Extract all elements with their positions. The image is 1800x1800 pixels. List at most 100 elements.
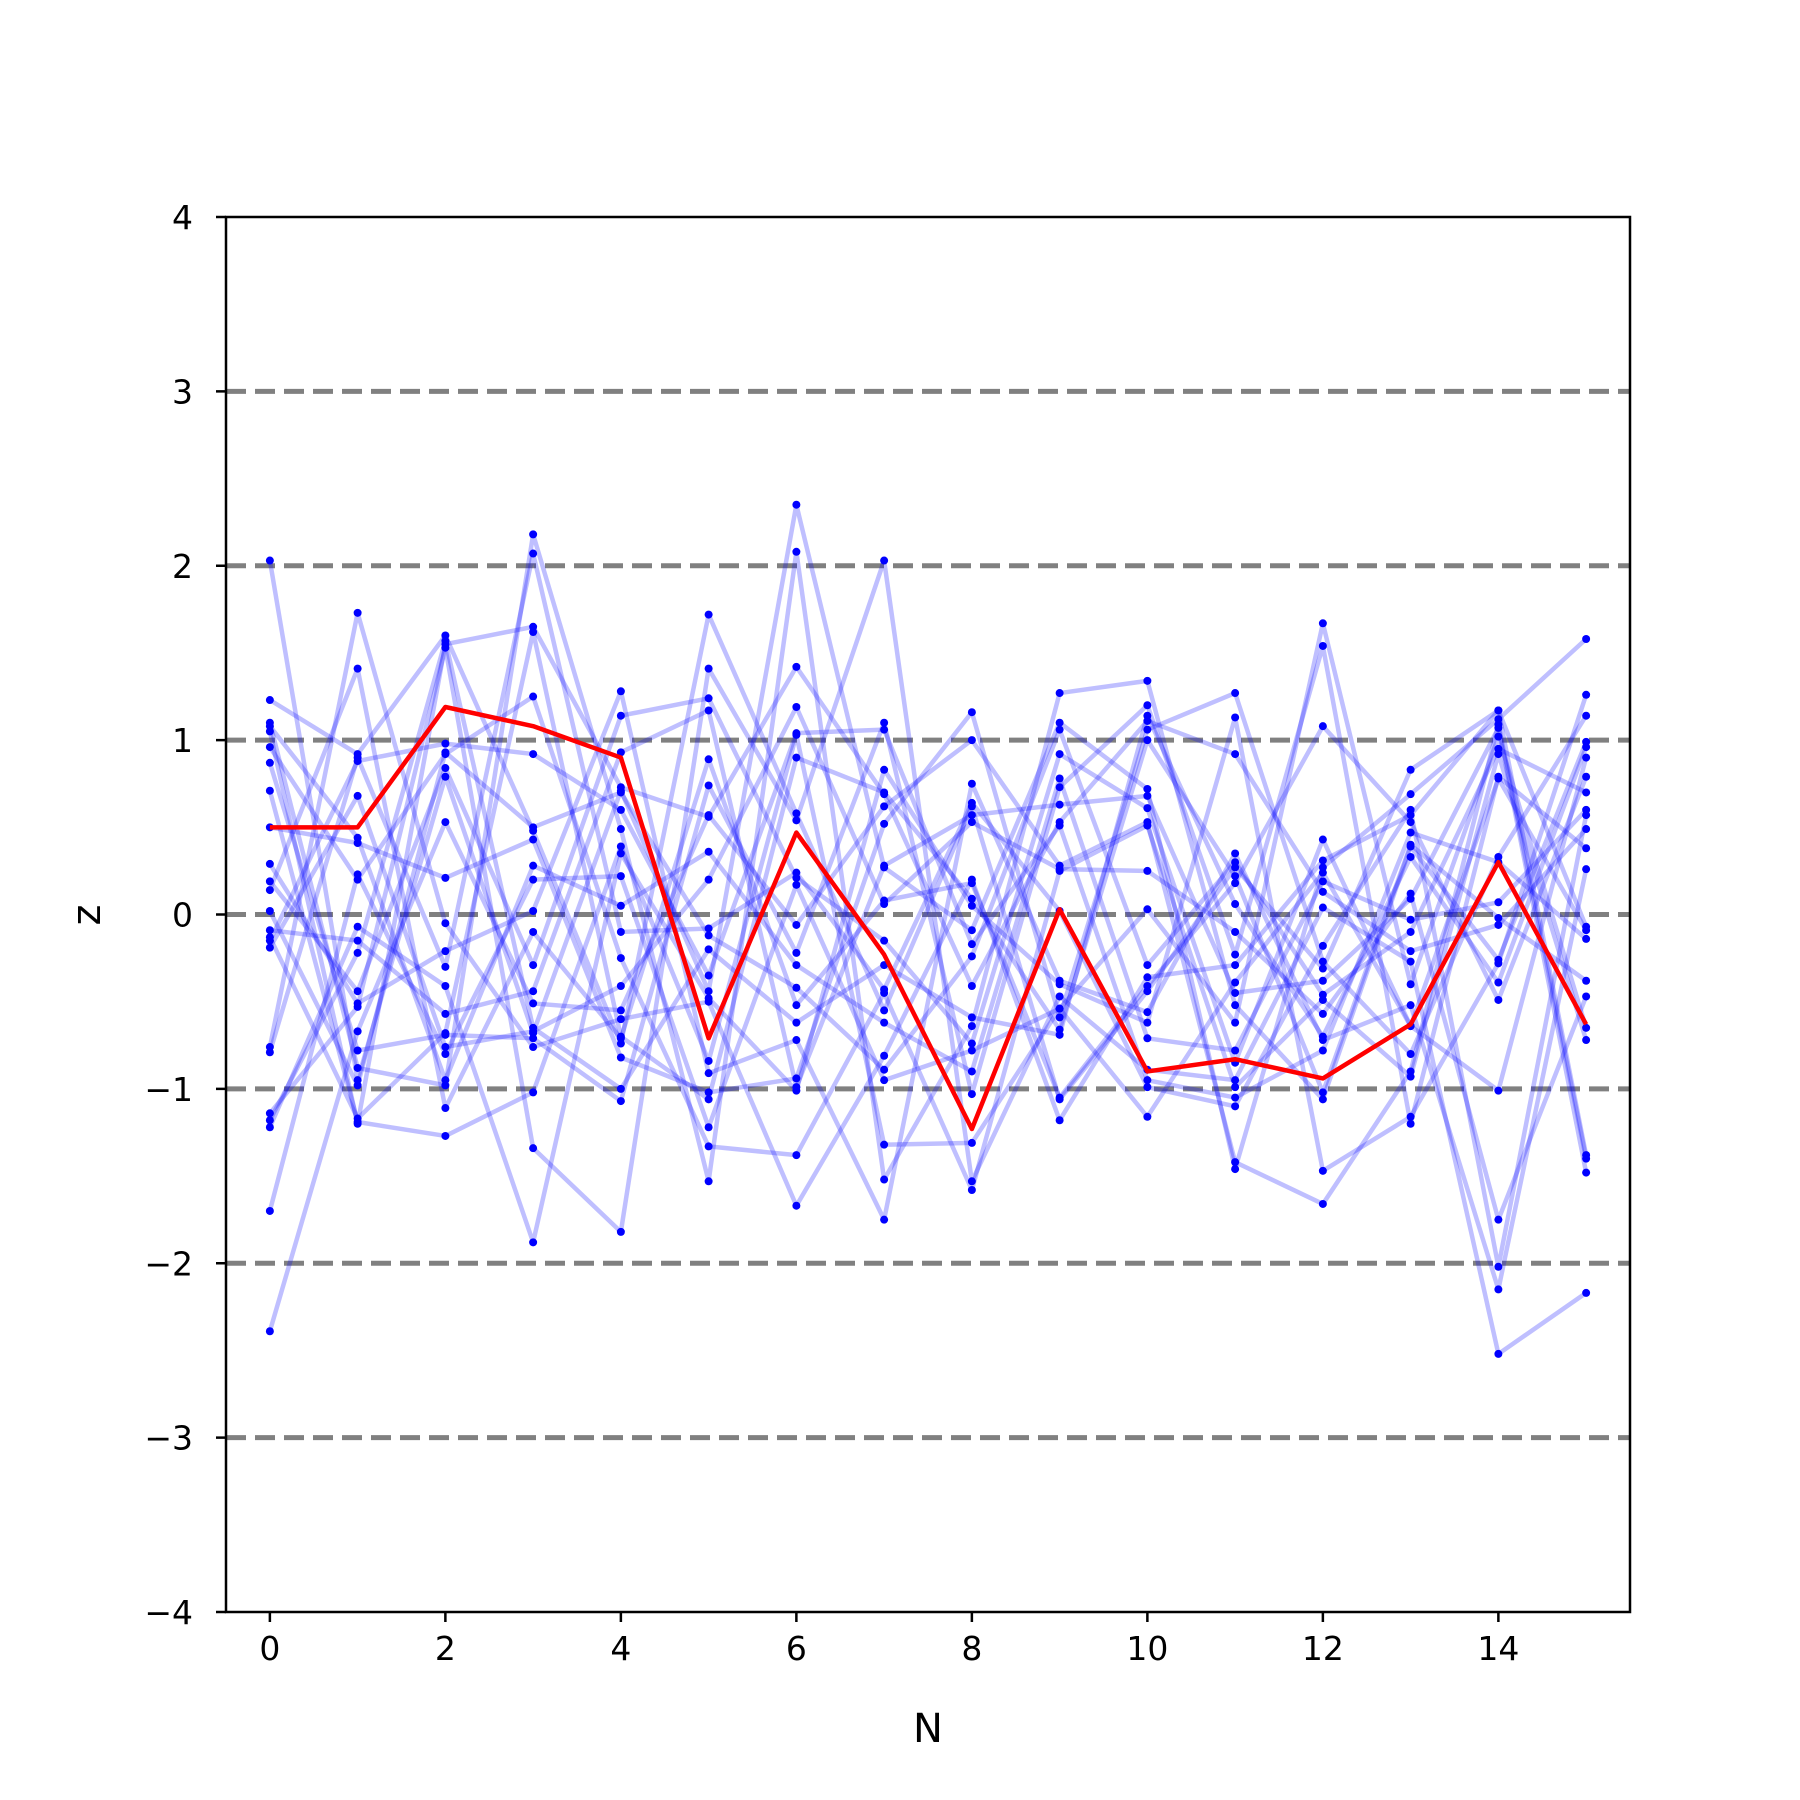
sample-point: [529, 927, 538, 936]
sample-point: [967, 875, 976, 884]
sample-point: [1143, 818, 1152, 827]
sample-point: [880, 1076, 889, 1085]
sample-point: [704, 811, 713, 820]
sample-point: [616, 849, 625, 858]
sample-point: [1406, 1067, 1415, 1076]
sample-point: [1055, 783, 1064, 792]
sample-point: [1055, 800, 1064, 809]
sample-point: [616, 954, 625, 963]
sample-point: [529, 1043, 538, 1052]
sample-point: [616, 748, 625, 757]
y-axis-ticks: −4 −3 −2 −1 0 1 2 3 4: [144, 198, 226, 1632]
sample-series-line: [267, 776, 1589, 1212]
sample-point: [1494, 920, 1503, 929]
sample-point: [441, 772, 450, 781]
sample-point: [1494, 706, 1503, 715]
sample-point: [1143, 736, 1152, 745]
x-tick-label: 6: [786, 1629, 807, 1668]
sample-point: [704, 694, 713, 703]
sample-series-line: [267, 638, 1589, 1122]
sample-point: [529, 987, 538, 996]
sample-point: [441, 748, 450, 757]
sample-series-line: [267, 694, 1589, 1245]
sample-point: [880, 718, 889, 727]
x-tick-label: 2: [435, 1629, 456, 1668]
sample-point: [529, 692, 538, 701]
plot-area: [224, 215, 1632, 1614]
sample-point: [1143, 1076, 1152, 1085]
y-tick-label: 4: [172, 198, 193, 237]
sample-point: [880, 900, 889, 909]
sample-point: [1143, 784, 1152, 793]
sample-point: [967, 779, 976, 788]
sample-point: [704, 1095, 713, 1104]
sample-point: [1231, 689, 1240, 698]
sample-point: [353, 1114, 362, 1123]
sample-point: [1143, 1083, 1152, 1092]
sample-point: [265, 786, 274, 795]
sample-point: [704, 1177, 713, 1186]
sample-point: [1055, 821, 1064, 830]
sample-point: [1231, 1046, 1240, 1055]
sample-point: [792, 1074, 801, 1083]
sample-point: [529, 530, 538, 539]
sample-point: [529, 1088, 538, 1097]
sample-series-line: [267, 689, 1589, 1292]
sample-point: [265, 886, 274, 895]
sample-point: [1494, 898, 1503, 907]
sample-point: [1143, 1112, 1152, 1121]
sample-point: [529, 1034, 538, 1043]
sample-point: [616, 1097, 625, 1106]
sample-series-line: [267, 694, 1589, 1193]
sample-series-9: [265, 694, 1591, 1095]
sample-point: [967, 981, 976, 990]
sample-point: [1055, 992, 1064, 1001]
sample-point: [792, 500, 801, 509]
sample-point: [441, 764, 450, 773]
sample-point: [704, 931, 713, 940]
sample-point: [1231, 872, 1240, 881]
sample-series-17: [265, 636, 1591, 1125]
sample-series-12: [265, 725, 1591, 1102]
sample-point: [265, 743, 274, 752]
sample-point: [1055, 774, 1064, 783]
sample-point: [1231, 1083, 1240, 1092]
sample-point: [1318, 1032, 1327, 1041]
sample-point: [441, 643, 450, 652]
sample-point: [353, 753, 362, 762]
sample-point: [265, 1109, 274, 1118]
sample-point: [353, 664, 362, 673]
sample-point: [616, 825, 625, 834]
sample-point: [792, 1201, 801, 1210]
sample-point: [1143, 1008, 1152, 1017]
x-axis-ticks: 0 2 4 6 8 10 12 14: [259, 1612, 1519, 1668]
sample-point: [616, 687, 625, 696]
sample-point: [1494, 1086, 1503, 1095]
sample-point: [1318, 964, 1327, 973]
sample-point: [353, 948, 362, 957]
sample-point: [880, 1215, 889, 1224]
sample-point: [1406, 805, 1415, 814]
sample-point: [792, 983, 801, 992]
sample-point: [441, 1043, 450, 1052]
sample-point: [704, 945, 713, 954]
sample-series-23: [265, 722, 1591, 1085]
sample-series-10: [265, 664, 1591, 1113]
sample-point: [792, 961, 801, 970]
y-tick-label: 3: [172, 372, 193, 411]
sample-series-group: [265, 500, 1591, 1358]
sample-point: [1582, 1288, 1591, 1297]
y-tick-label: −4: [144, 1593, 193, 1632]
sample-point: [967, 1013, 976, 1022]
sample-point: [1406, 1050, 1415, 1058]
sample-point: [1231, 900, 1240, 909]
x-tick-label: 12: [1302, 1629, 1344, 1668]
sample-point: [1582, 772, 1591, 781]
sample-point: [1231, 1158, 1240, 1167]
sample-point: [529, 1023, 538, 1032]
sample-point: [967, 1046, 976, 1055]
sample-point: [1231, 927, 1240, 936]
sample-point: [441, 818, 450, 827]
sample-point: [1582, 753, 1591, 762]
